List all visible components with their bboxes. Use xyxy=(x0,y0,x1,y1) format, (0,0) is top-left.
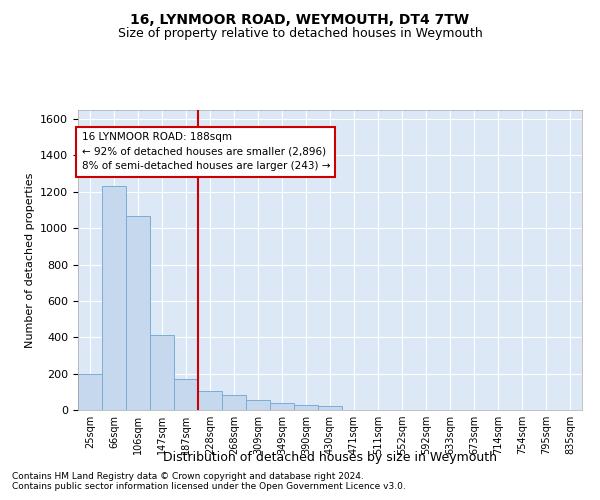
Text: 16 LYNMOOR ROAD: 188sqm
← 92% of detached houses are smaller (2,896)
8% of semi-: 16 LYNMOOR ROAD: 188sqm ← 92% of detache… xyxy=(82,132,330,172)
Bar xyxy=(174,379,198,410)
Text: Contains HM Land Registry data © Crown copyright and database right 2024.: Contains HM Land Registry data © Crown c… xyxy=(12,472,364,481)
Bar xyxy=(270,402,294,410)
Text: Size of property relative to detached houses in Weymouth: Size of property relative to detached ho… xyxy=(118,28,482,40)
Bar xyxy=(222,394,246,410)
Bar xyxy=(198,391,222,410)
Text: Distribution of detached houses by size in Weymouth: Distribution of detached houses by size … xyxy=(163,451,497,464)
Bar xyxy=(318,406,342,410)
Y-axis label: Number of detached properties: Number of detached properties xyxy=(25,172,35,348)
Bar xyxy=(78,374,102,410)
Bar xyxy=(102,186,126,410)
Bar xyxy=(294,406,318,410)
Bar xyxy=(246,400,270,410)
Bar xyxy=(150,336,174,410)
Text: Contains public sector information licensed under the Open Government Licence v3: Contains public sector information licen… xyxy=(12,482,406,491)
Bar xyxy=(126,216,150,410)
Text: 16, LYNMOOR ROAD, WEYMOUTH, DT4 7TW: 16, LYNMOOR ROAD, WEYMOUTH, DT4 7TW xyxy=(130,12,470,26)
